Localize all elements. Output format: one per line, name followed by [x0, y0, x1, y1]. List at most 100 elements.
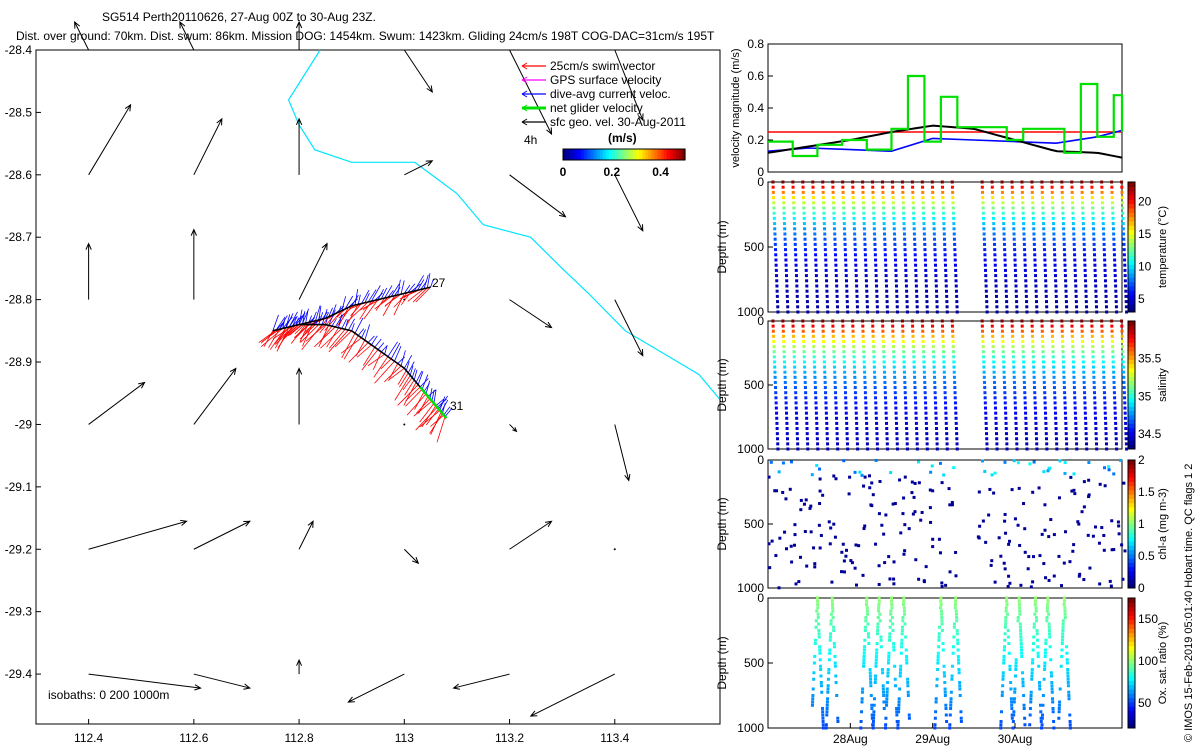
- current-vector: [275, 322, 284, 331]
- profile-point: [1091, 355, 1095, 359]
- profile-colorbar-segment: [1128, 477, 1135, 482]
- profile-point: [852, 360, 856, 364]
- profile-point: [1043, 406, 1047, 410]
- profile-point: [944, 427, 948, 431]
- current-vector: [405, 361, 410, 371]
- profile-point: [871, 339, 875, 343]
- profile-point: [813, 227, 817, 231]
- surface-current-vectors: [74, 20, 644, 717]
- profile-point: [1037, 486, 1041, 490]
- profile-point: [933, 242, 937, 246]
- profile-point: [772, 211, 776, 215]
- profile-point: [794, 411, 798, 415]
- profile-point: [1037, 681, 1041, 684]
- profile-point: [923, 248, 927, 252]
- profile-point: [999, 554, 1003, 558]
- profile-colorbar-segment: [1128, 715, 1135, 720]
- profile-point: [882, 206, 886, 210]
- profile-point: [813, 565, 817, 569]
- profile-point: [866, 612, 870, 616]
- profile-point: [822, 216, 826, 220]
- profile-point: [902, 350, 906, 354]
- profile-point: [781, 180, 785, 184]
- profile-point: [863, 232, 867, 236]
- profile-point: [1087, 478, 1091, 482]
- profile-point: [903, 380, 907, 384]
- profile-point: [1068, 723, 1072, 727]
- profile-point: [1043, 655, 1047, 658]
- profile-point: [938, 461, 942, 465]
- profile-point: [921, 206, 925, 210]
- profile-point: [1066, 674, 1070, 678]
- profile-point: [1103, 406, 1107, 410]
- profile-point: [1002, 380, 1006, 384]
- profile-point: [930, 464, 934, 468]
- profile-point: [943, 694, 947, 697]
- profile-point: [851, 180, 855, 184]
- profile-point: [872, 716, 876, 720]
- profile-point: [895, 442, 899, 446]
- profile-point: [993, 391, 997, 395]
- profile-point: [1024, 432, 1028, 436]
- profile-point: [952, 635, 956, 639]
- current-vector: [74, 20, 90, 51]
- profile-point: [1103, 396, 1107, 400]
- profile-point: [1035, 619, 1039, 623]
- profile-point: [938, 606, 942, 610]
- profile-point: [1093, 406, 1097, 410]
- swim-vector: [415, 407, 438, 431]
- profile-point: [1122, 375, 1126, 379]
- profile-point: [953, 603, 957, 606]
- profile-point: [782, 339, 786, 343]
- profile-point: [1020, 324, 1024, 328]
- profile-point: [812, 671, 816, 675]
- profile-point: [1005, 612, 1009, 616]
- profile-point: [1070, 489, 1074, 493]
- profile-point: [879, 635, 883, 639]
- profile-point: [781, 190, 785, 194]
- profile-point: [881, 185, 885, 189]
- profile-point: [914, 558, 918, 562]
- colorbar-segment: [587, 149, 592, 160]
- profile-point: [811, 185, 815, 189]
- profile-point: [1012, 713, 1016, 717]
- profile-point: [1069, 475, 1073, 479]
- profile-point: [939, 596, 943, 600]
- profile-point: [828, 648, 832, 652]
- profile-point: [993, 253, 997, 257]
- swim-vector: [356, 344, 372, 358]
- current-vector: [328, 307, 333, 317]
- profile-point: [818, 467, 822, 471]
- profile-point: [886, 661, 890, 665]
- profile-point: [1071, 360, 1075, 364]
- profile-point: [1097, 541, 1101, 545]
- profile-point: [1094, 284, 1098, 288]
- current-vector: [88, 381, 146, 425]
- profile-point: [1012, 700, 1016, 704]
- profile-point: [1047, 612, 1051, 616]
- profile-point: [952, 375, 956, 379]
- profile-point: [1030, 190, 1034, 194]
- profile-point: [1032, 370, 1036, 374]
- profile-point: [794, 253, 798, 257]
- profile-point: [813, 642, 817, 645]
- profile-point: [890, 603, 894, 606]
- profile-colorbar-tick-label: 0.5: [1138, 549, 1155, 563]
- profile-point: [864, 396, 868, 400]
- profile-point: [1110, 180, 1114, 184]
- profile-point: [825, 710, 829, 714]
- profile-point: [1121, 206, 1125, 210]
- profile-point: [932, 211, 936, 215]
- profile-point: [1044, 289, 1048, 293]
- profile-point: [882, 700, 886, 704]
- profile-point: [853, 386, 857, 390]
- profile-point: [949, 703, 953, 707]
- profile-point: [1103, 401, 1107, 405]
- profile-point: [813, 386, 817, 390]
- profile-point: [1052, 533, 1056, 537]
- current-vector: [371, 285, 381, 302]
- profile-point: [1112, 386, 1116, 390]
- profile-point: [923, 242, 927, 246]
- profile-point: [905, 305, 909, 309]
- profile-point: [1000, 190, 1004, 194]
